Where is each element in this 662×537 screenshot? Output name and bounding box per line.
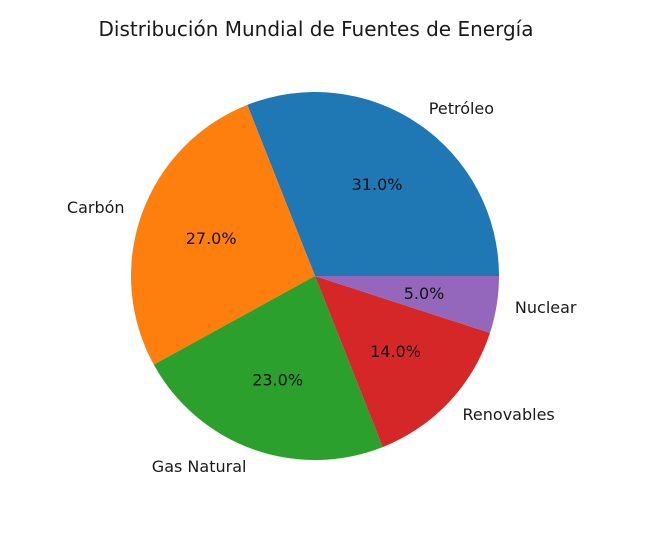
category-label-petroleo: Petróleo <box>429 99 494 118</box>
pie-slice-gas-natural <box>153 276 383 461</box>
pie-slice-carbon <box>131 104 315 365</box>
pie-slice-petroleo <box>247 92 499 277</box>
category-label-renovables: Renovables <box>463 405 555 424</box>
percent-label-carbon: 27.0% <box>186 229 237 248</box>
category-label-carbon: Carbón <box>67 198 125 217</box>
pie-slices <box>131 92 499 461</box>
pie-slice-renovables <box>315 276 490 448</box>
category-label-gas-natural: Gas Natural <box>152 457 247 476</box>
percent-label-gas-natural: 23.0% <box>252 370 303 389</box>
chart-title: Distribución Mundial de Fuentes de Energ… <box>99 17 534 41</box>
percent-label-nuclear: 5.0% <box>404 284 445 303</box>
percent-labels: 31.0% 27.0% 23.0% 14.0% 5.0% <box>186 175 445 389</box>
percent-label-renovables: 14.0% <box>370 342 421 361</box>
category-label-nuclear: Nuclear <box>515 298 577 317</box>
percent-label-petroleo: 31.0% <box>352 175 403 194</box>
category-labels: Petróleo Carbón Gas Natural Renovables Nucle… <box>67 99 577 476</box>
pie-slice-nuclear <box>315 276 499 333</box>
